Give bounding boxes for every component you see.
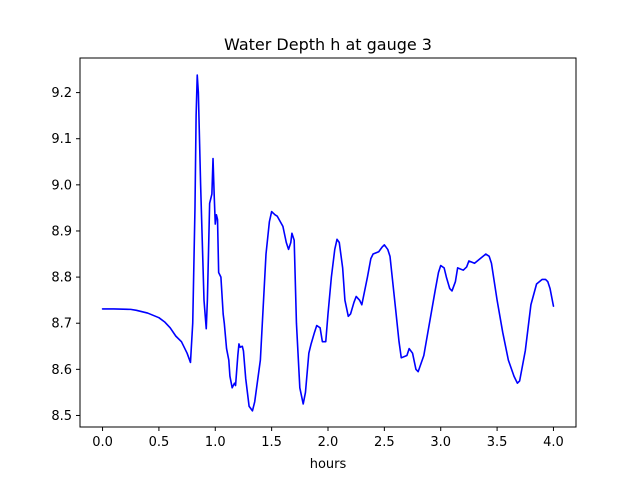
x-tick-label: 2.0 (318, 435, 339, 450)
x-axis-label: hours (310, 457, 347, 472)
x-axis-ticks: 0.0 0.5 1.0 1.5 2.0 2.5 3.0 3.5 4.0 (92, 427, 564, 450)
series-layer (101, 74, 555, 412)
chart-title: Water Depth h at gauge 3 (224, 35, 432, 54)
y-axis-ticks: 8.5 8.6 8.7 8.8 8.9 9.0 9.1 9.2 (51, 86, 80, 424)
y-tick-label: 9.2 (51, 86, 72, 101)
y-tick-label: 9.1 (51, 132, 72, 147)
x-tick-label: 0.0 (92, 435, 113, 450)
x-tick-label: 3.5 (487, 435, 508, 450)
y-tick-label: 8.9 (51, 224, 72, 239)
y-tick-label: 8.7 (51, 317, 72, 332)
plot-area (80, 58, 576, 427)
y-tick-label: 8.8 (51, 271, 72, 286)
x-tick-label: 1.5 (261, 435, 282, 450)
series-line-0 (101, 74, 555, 412)
x-tick-label: 0.5 (149, 435, 170, 450)
x-tick-label: 2.5 (374, 435, 395, 450)
x-tick-label: 1.0 (205, 435, 226, 450)
y-tick-label: 9.0 (51, 178, 72, 193)
y-tick-label: 8.5 (51, 409, 72, 424)
x-tick-label: 4.0 (543, 435, 564, 450)
x-tick-label: 3.0 (430, 435, 451, 450)
y-tick-label: 8.6 (51, 363, 72, 378)
